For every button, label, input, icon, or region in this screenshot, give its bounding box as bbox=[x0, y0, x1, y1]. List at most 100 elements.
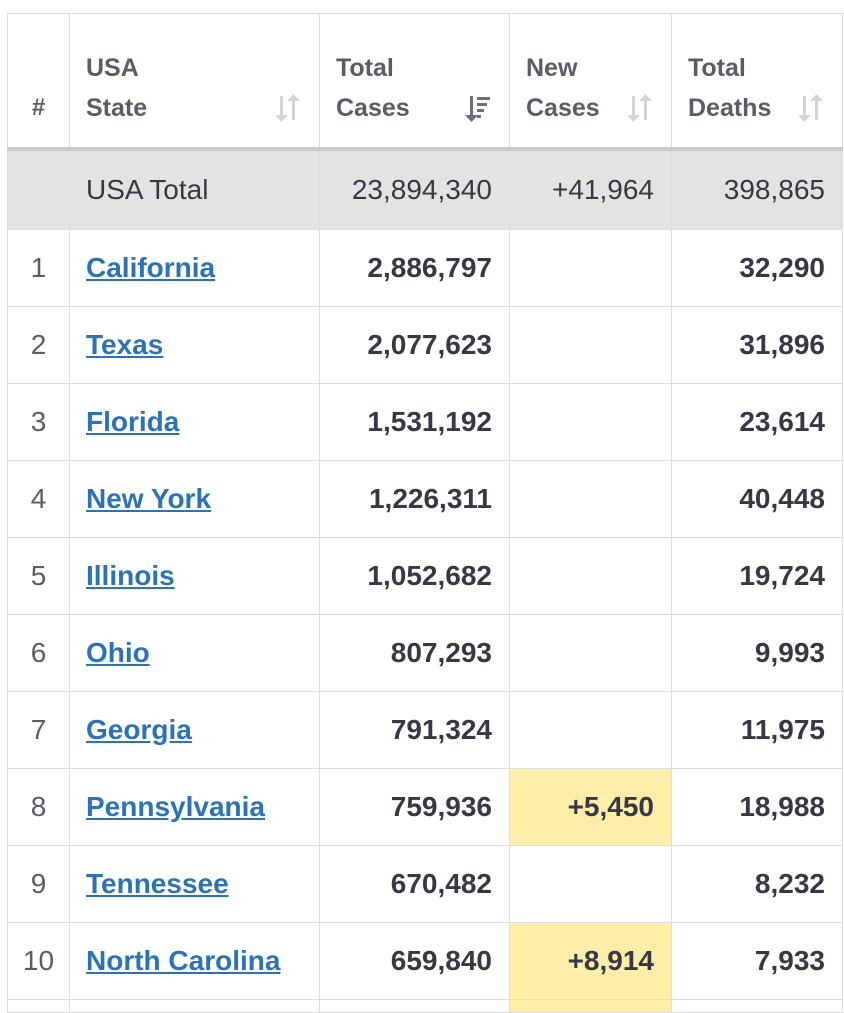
rank-cell: 8 bbox=[7, 768, 70, 846]
rank-cell: 3 bbox=[7, 383, 70, 461]
usa-states-table: # USA State Total Cases New Cases bbox=[7, 13, 843, 1013]
total-cases-cell: 807,293 bbox=[319, 614, 510, 692]
state-cell: Pennsylvania bbox=[69, 768, 320, 846]
total-deaths-cell: 9,993 bbox=[671, 614, 843, 692]
table-row: 5 Illinois 1,052,682 19,724 bbox=[7, 537, 843, 615]
table-row: 1 California 2,886,797 32,290 bbox=[7, 229, 843, 307]
state-cell: Illinois bbox=[69, 537, 320, 615]
new-cases-cell bbox=[509, 460, 672, 538]
total-deaths-cell: 11,975 bbox=[671, 691, 843, 769]
total-cases-cell: 670,482 bbox=[319, 845, 510, 923]
table-row-partial bbox=[7, 999, 843, 1013]
partial-cell bbox=[69, 999, 320, 1013]
total-cases-cell: 2,886,797 bbox=[319, 229, 510, 307]
total-cases-value: 23,894,340 bbox=[319, 148, 510, 230]
new-cases-cell: +5,450 bbox=[509, 768, 672, 846]
state-link[interactable]: Pennsylvania bbox=[86, 791, 265, 822]
state-link[interactable]: Tennessee bbox=[86, 868, 229, 899]
total-cases-cell: 759,936 bbox=[319, 768, 510, 846]
table-row: 10 North Carolina 659,840 +8,914 7,933 bbox=[7, 922, 843, 1000]
sort-arrows-icon[interactable] bbox=[625, 93, 655, 123]
total-deaths-header[interactable]: Total Deaths bbox=[671, 13, 843, 150]
total-deaths-value: 398,865 bbox=[671, 148, 843, 230]
state-cell: Ohio bbox=[69, 614, 320, 692]
state-link[interactable]: Florida bbox=[86, 406, 180, 437]
total-cases-cell: 791,324 bbox=[319, 691, 510, 769]
state-link[interactable]: New York bbox=[86, 483, 212, 514]
total-cases-cell: 2,077,623 bbox=[319, 306, 510, 384]
state-cell: New York bbox=[69, 460, 320, 538]
rank-cell: 10 bbox=[7, 922, 70, 1000]
rank-cell: 7 bbox=[7, 691, 70, 769]
total-deaths-cell: 8,232 bbox=[671, 845, 843, 923]
total-label: USA Total bbox=[69, 148, 320, 230]
state-cell: Georgia bbox=[69, 691, 320, 769]
table-row: 2 Texas 2,077,623 31,896 bbox=[7, 306, 843, 384]
state-cell: Tennessee bbox=[69, 845, 320, 923]
total-deaths-header-line1: Total bbox=[688, 54, 746, 82]
new-cases-header[interactable]: New Cases bbox=[509, 13, 672, 150]
state-link[interactable]: California bbox=[86, 252, 216, 283]
state-cell: California bbox=[69, 229, 320, 307]
partial-cell bbox=[319, 999, 510, 1013]
total-new-cases-value: +41,964 bbox=[509, 148, 672, 230]
table-row: 8 Pennsylvania 759,936 +5,450 18,988 bbox=[7, 768, 843, 846]
total-deaths-cell: 19,724 bbox=[671, 537, 843, 615]
rank-cell: 9 bbox=[7, 845, 70, 923]
table-row: 4 New York 1,226,311 40,448 bbox=[7, 460, 843, 538]
table-row: 6 Ohio 807,293 9,993 bbox=[7, 614, 843, 692]
new-cases-cell bbox=[509, 845, 672, 923]
total-deaths-cell: 32,290 bbox=[671, 229, 843, 307]
total-cases-cell: 1,531,192 bbox=[319, 383, 510, 461]
state-link[interactable]: North Carolina bbox=[86, 945, 281, 976]
sort-descending-icon[interactable] bbox=[463, 93, 493, 123]
rank-header-label: # bbox=[31, 94, 46, 121]
new-cases-cell bbox=[509, 383, 672, 461]
rank-header: # bbox=[7, 13, 70, 150]
rank-cell: 5 bbox=[7, 537, 70, 615]
rank-cell: 4 bbox=[7, 460, 70, 538]
state-cell: Texas bbox=[69, 306, 320, 384]
state-link[interactable]: Texas bbox=[86, 329, 164, 360]
new-cases-cell bbox=[509, 614, 672, 692]
table-row: 3 Florida 1,531,192 23,614 bbox=[7, 383, 843, 461]
rank-cell: 6 bbox=[7, 614, 70, 692]
partial-cell bbox=[671, 999, 843, 1013]
total-cases-header-line2: Cases bbox=[336, 94, 410, 122]
state-link[interactable]: Illinois bbox=[86, 560, 175, 591]
state-cell: North Carolina bbox=[69, 922, 320, 1000]
usa-total-row: USA Total 23,894,340 +41,964 398,865 bbox=[7, 148, 843, 230]
partial-cell bbox=[7, 999, 70, 1013]
total-cases-cell: 659,840 bbox=[319, 922, 510, 1000]
new-cases-cell bbox=[509, 691, 672, 769]
state-link[interactable]: Georgia bbox=[86, 714, 192, 745]
new-cases-header-line1: New bbox=[526, 54, 578, 82]
partial-cell bbox=[509, 999, 672, 1013]
new-cases-cell: +8,914 bbox=[509, 922, 672, 1000]
total-deaths-cell: 18,988 bbox=[671, 768, 843, 846]
new-cases-cell bbox=[509, 537, 672, 615]
table-row: 9 Tennessee 670,482 8,232 bbox=[7, 845, 843, 923]
rank-cell: 1 bbox=[7, 229, 70, 307]
total-deaths-cell: 7,933 bbox=[671, 922, 843, 1000]
new-cases-cell bbox=[509, 306, 672, 384]
total-deaths-cell: 23,614 bbox=[671, 383, 843, 461]
total-deaths-header-line2: Deaths bbox=[688, 94, 772, 122]
state-link[interactable]: Ohio bbox=[86, 637, 150, 668]
new-cases-cell bbox=[509, 229, 672, 307]
total-cases-header[interactable]: Total Cases bbox=[319, 13, 510, 150]
total-deaths-cell: 31,896 bbox=[671, 306, 843, 384]
sort-arrows-icon[interactable] bbox=[273, 93, 303, 123]
total-cases-cell: 1,052,682 bbox=[319, 537, 510, 615]
total-cases-cell: 1,226,311 bbox=[319, 460, 510, 538]
table-row: 7 Georgia 791,324 11,975 bbox=[7, 691, 843, 769]
total-rank-cell bbox=[7, 148, 70, 230]
sort-arrows-icon[interactable] bbox=[796, 93, 826, 123]
state-header-line1: USA bbox=[86, 54, 139, 82]
state-header[interactable]: USA State bbox=[69, 13, 320, 150]
state-header-line2: State bbox=[86, 94, 148, 122]
header-row: # USA State Total Cases New Cases bbox=[7, 13, 843, 150]
total-deaths-cell: 40,448 bbox=[671, 460, 843, 538]
state-cell: Florida bbox=[69, 383, 320, 461]
total-cases-header-line1: Total bbox=[336, 54, 394, 82]
